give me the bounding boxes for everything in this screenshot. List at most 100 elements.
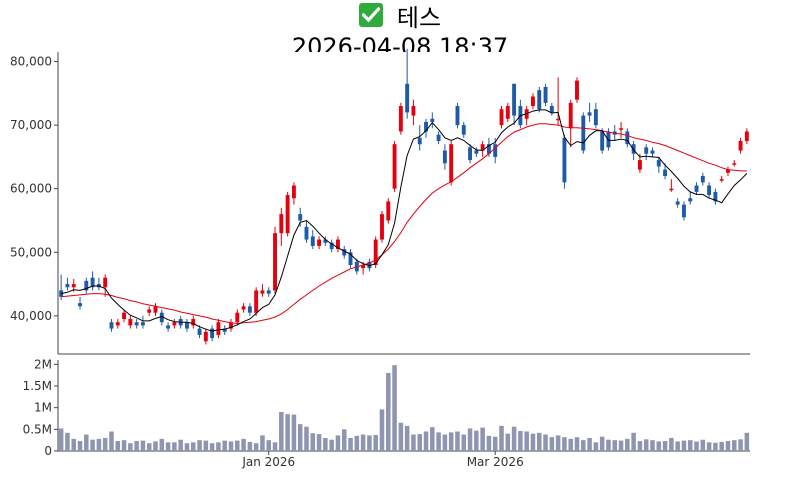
candle-body [656, 160, 661, 167]
volume-bar [172, 442, 177, 451]
candle-body [405, 83, 410, 113]
volume-bar [360, 434, 366, 451]
candle-body [222, 328, 227, 332]
volume-bar [228, 441, 234, 451]
price-y-tick-label: 60,000 [10, 182, 52, 196]
candle-body [216, 322, 221, 335]
volume-bar [694, 441, 699, 451]
candle-body [417, 137, 422, 145]
volume-bar [562, 437, 567, 451]
volume-y-tick-label: 1.5M [23, 379, 52, 393]
candle-body [732, 163, 737, 165]
volume-bar [341, 429, 347, 451]
volume-bar [593, 442, 599, 451]
volume-bar [411, 434, 416, 451]
volume-bar [455, 431, 460, 451]
volume-bar [348, 438, 353, 451]
volume-bar [530, 433, 536, 451]
volume-bar [335, 435, 341, 451]
volume-bar [499, 425, 504, 451]
volume-bar [669, 438, 674, 451]
volume-bar [96, 438, 102, 451]
volume-bar [102, 438, 108, 451]
volume-bar [90, 439, 95, 451]
volume-bar [153, 441, 158, 451]
candle-body [694, 185, 699, 192]
candle-body [468, 147, 473, 161]
volume-bar [310, 433, 316, 451]
volume-bar [84, 434, 89, 451]
volume-bar [222, 440, 227, 451]
volume-bar [140, 440, 146, 451]
volume-bar [474, 430, 479, 451]
candle-body [298, 214, 303, 221]
candle-body [442, 150, 447, 164]
candle-body [361, 264, 366, 269]
candle-body [493, 144, 498, 157]
candle-body [185, 322, 189, 329]
volume-bar [606, 439, 611, 451]
volume-bar [662, 441, 668, 451]
volume-bar [323, 438, 328, 451]
candle-body [329, 242, 334, 250]
candle-body [398, 106, 403, 132]
price-y-tick-label: 40,000 [10, 309, 52, 323]
candle-body [719, 179, 724, 181]
volume-bar [253, 443, 259, 451]
candle-body [512, 83, 517, 116]
volume-bar [134, 441, 139, 451]
candle-body [348, 252, 353, 265]
candle-body [229, 322, 233, 329]
candle-body [424, 121, 428, 132]
candle-body [90, 277, 95, 288]
candle-body [128, 319, 133, 326]
volume-bar [291, 414, 297, 451]
volume-bar [392, 365, 397, 451]
volume-bar [404, 425, 410, 451]
candle-body [159, 312, 164, 323]
volume-bar [115, 441, 121, 451]
volume-bar [279, 412, 284, 451]
candle-body [109, 322, 114, 329]
candle-body [323, 239, 328, 243]
volume-bar [178, 439, 183, 451]
volume-bar [587, 438, 592, 451]
candle-body [669, 188, 674, 191]
candle-body [738, 141, 743, 151]
candle-body [461, 125, 466, 135]
volume-bar [505, 433, 511, 451]
candle-body [575, 80, 579, 100]
price-y-tick-label: 80,000 [10, 55, 52, 69]
candle-body [726, 169, 730, 173]
volume-y-tick-label: 1M [34, 401, 52, 415]
candle-body [134, 322, 139, 326]
volume-y-tick-label: 0 [44, 444, 52, 458]
volume-bar [643, 439, 649, 451]
volume-bar [417, 434, 422, 451]
volume-bar [235, 440, 240, 451]
volume-bar [675, 441, 680, 451]
candle-body [543, 86, 548, 103]
volume-bar [713, 442, 718, 451]
volume-bar [719, 441, 724, 451]
moving-average-long [61, 123, 747, 325]
price-panel: 40,000 50,000 60,000 70,000 80,000 [10, 48, 750, 355]
volume-bar [574, 437, 580, 451]
candle-body [650, 150, 655, 154]
volume-bar [190, 442, 196, 451]
candle-body [474, 150, 479, 154]
candle-body [625, 131, 630, 145]
price-y-tick-label: 70,000 [10, 118, 52, 132]
candle-body [568, 102, 573, 129]
candle-body [71, 284, 76, 288]
candle-body [122, 312, 127, 320]
candle-body [166, 325, 171, 329]
candle-body [455, 106, 460, 126]
candle-body [499, 109, 504, 126]
volume-bar [625, 438, 630, 451]
volume-bar [77, 441, 83, 451]
volume-bar [511, 426, 517, 451]
candle-body [279, 214, 284, 234]
volume-bar [354, 435, 360, 451]
candle-body [172, 322, 177, 326]
